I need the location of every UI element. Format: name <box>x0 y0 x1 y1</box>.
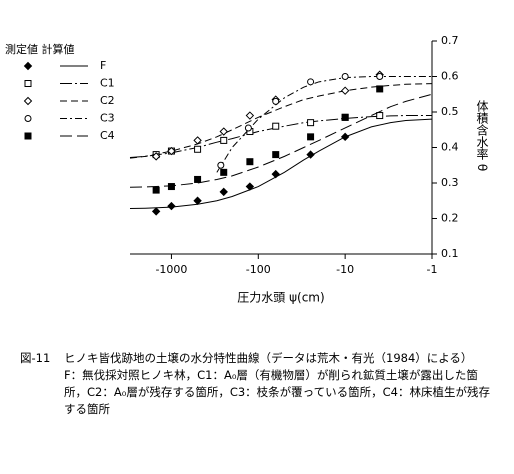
legend-label: F <box>100 59 106 72</box>
y-axis-label: 体積含水率 θ <box>475 100 489 172</box>
legend-label: C2 <box>100 94 115 107</box>
point <box>219 127 228 136</box>
point <box>167 201 176 211</box>
point <box>272 122 280 130</box>
point <box>340 86 350 95</box>
x-tick-label: -10 <box>336 263 354 276</box>
point <box>307 133 315 141</box>
point <box>151 207 161 216</box>
x-tick-label: -1000 <box>155 263 187 276</box>
point <box>193 196 202 205</box>
point <box>271 169 280 179</box>
fit-curve <box>129 83 433 159</box>
y-tick-label: 0.7 <box>441 34 459 47</box>
point <box>246 158 254 166</box>
y-tick-label: 0.2 <box>441 212 459 225</box>
point <box>152 186 160 194</box>
legend-label: C4 <box>100 129 115 142</box>
x-tick-label: -1 <box>427 263 438 276</box>
point <box>244 124 252 132</box>
legend-label: C3 <box>100 112 115 125</box>
y-tick-label: 0.6 <box>441 70 459 83</box>
caption: ヒノキ皆伐跡地の土壌の水分特性曲線（データは荒木・有光（1984）による） F：… <box>64 350 500 418</box>
y-tick-label: 0.1 <box>441 247 459 260</box>
fit-curve <box>129 115 432 158</box>
point <box>245 111 255 120</box>
point <box>220 136 228 144</box>
point <box>340 132 350 142</box>
legend-marker <box>24 80 32 87</box>
fit-curve <box>129 93 433 188</box>
fit-curve <box>216 76 432 173</box>
point <box>376 73 384 80</box>
point <box>194 175 202 183</box>
point <box>376 112 384 120</box>
point <box>245 182 255 191</box>
legend-marker <box>24 115 32 122</box>
point <box>217 161 225 169</box>
caption-label: 図-11 <box>20 351 51 365</box>
point <box>376 85 384 93</box>
point <box>151 152 161 161</box>
legend-header: 測定値 計算値 <box>5 42 75 56</box>
y-tick-label: 0.3 <box>441 176 459 189</box>
point <box>193 136 202 145</box>
legend-marker <box>23 96 33 106</box>
legend-marker <box>24 132 32 140</box>
point <box>219 187 228 197</box>
point <box>194 145 202 153</box>
point <box>306 150 315 159</box>
legend-label: C1 <box>100 77 115 90</box>
point <box>167 146 176 156</box>
fit-curve <box>129 118 433 210</box>
point <box>307 78 315 86</box>
x-tick-label: -100 <box>246 263 271 276</box>
point <box>307 119 315 127</box>
point <box>272 151 280 159</box>
y-tick-label: 0.4 <box>441 141 459 154</box>
point <box>272 97 280 105</box>
point <box>341 113 349 121</box>
point <box>167 183 175 191</box>
caption-notes: F：無伐採対照ヒノキ林，C1：A₀層（有機物層）が削られ鉱質土壌が露出した箇所，… <box>64 368 490 416</box>
chart: 測定値 計算値 圧力水頭 ψ(cm) 体積含水率 θ -1000 -100 -10 -… <box>5 34 489 305</box>
legend-marker <box>23 61 33 71</box>
caption-title: ヒノキ皆伐跡地の土壌の水分特性曲線（データは荒木・有光（1984）による） <box>64 351 473 365</box>
y-tick-label: 0.5 <box>441 105 459 118</box>
point <box>220 168 228 176</box>
point <box>341 73 349 80</box>
x-axis-label: 圧力水頭 ψ(cm) <box>237 291 324 305</box>
